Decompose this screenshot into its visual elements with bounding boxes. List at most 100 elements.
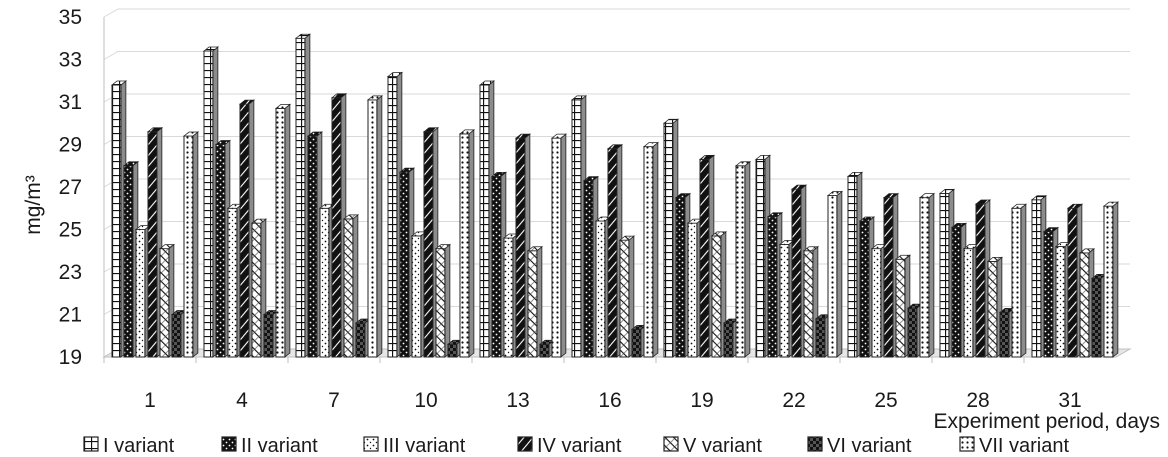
bar-top bbox=[1066, 203, 1084, 209]
bar-top bbox=[274, 103, 292, 109]
y-axis-label: mg/m³ bbox=[22, 175, 45, 235]
bar-front bbox=[367, 99, 378, 358]
bar-top bbox=[950, 222, 968, 228]
bar-top bbox=[514, 133, 532, 139]
bar-front bbox=[791, 188, 802, 358]
bar-side bbox=[468, 129, 475, 358]
bar-top bbox=[158, 244, 176, 250]
x-tick-label: 19 bbox=[690, 389, 713, 412]
bar bbox=[1010, 203, 1028, 358]
legend-swatch bbox=[959, 436, 975, 452]
legend-swatch bbox=[807, 436, 823, 452]
bar-front bbox=[883, 197, 894, 358]
bar-side bbox=[1020, 203, 1027, 358]
bar-side bbox=[744, 160, 751, 358]
bar-front bbox=[607, 148, 618, 358]
bar-top bbox=[710, 231, 728, 237]
bar-front bbox=[423, 131, 434, 358]
x-tick-label: 25 bbox=[874, 389, 897, 412]
bar-front bbox=[871, 248, 882, 358]
bar-side bbox=[284, 103, 291, 358]
bar-front bbox=[803, 250, 814, 358]
bar-front bbox=[183, 135, 194, 358]
bar bbox=[642, 141, 660, 358]
y-tick-label: 33 bbox=[59, 49, 82, 72]
legend-label: VI variant bbox=[827, 435, 912, 457]
bar-front bbox=[699, 158, 710, 358]
bar-front bbox=[515, 137, 526, 358]
bar-front bbox=[847, 175, 858, 358]
gridline bbox=[103, 8, 1130, 18]
bar-top bbox=[938, 188, 956, 194]
x-tick-label: 31 bbox=[1058, 389, 1081, 412]
bar-front bbox=[307, 135, 318, 358]
bar-front bbox=[171, 314, 182, 358]
bar-front bbox=[571, 99, 582, 358]
bar-top bbox=[766, 212, 784, 218]
bar-front bbox=[275, 107, 286, 358]
bar bbox=[274, 103, 292, 358]
bar-side bbox=[376, 95, 383, 358]
bar-front bbox=[595, 220, 606, 358]
legend-label: II variant bbox=[241, 435, 318, 457]
bar-front bbox=[675, 197, 686, 358]
bar-side bbox=[928, 192, 935, 358]
bar-top bbox=[858, 216, 876, 222]
bar-front bbox=[827, 195, 838, 358]
bar bbox=[342, 214, 360, 358]
x-tick-label: 7 bbox=[328, 389, 340, 412]
x-tick-label: 16 bbox=[598, 389, 621, 412]
x-tick-label: 10 bbox=[414, 389, 437, 412]
bar-front bbox=[551, 137, 562, 358]
bar-front bbox=[999, 311, 1010, 358]
y-tick-label: 27 bbox=[59, 176, 82, 199]
bar-top bbox=[306, 131, 324, 137]
bar bbox=[1078, 248, 1096, 358]
bar-top bbox=[182, 131, 200, 137]
legend: I variant II variant III variant IV variant… bbox=[83, 435, 1069, 457]
legend-swatch bbox=[83, 436, 99, 452]
bar-front bbox=[319, 207, 330, 358]
legend-label: V variant bbox=[683, 435, 762, 457]
bar-front bbox=[687, 222, 698, 358]
y-tick-labels: 19 21 23 25 27 29 31 33 35 bbox=[59, 6, 82, 369]
y-tick-label: 19 bbox=[59, 346, 82, 369]
bar-top bbox=[202, 46, 220, 52]
bar-front bbox=[159, 248, 170, 358]
bar-front bbox=[331, 97, 342, 358]
bar-front bbox=[263, 314, 274, 358]
bar-front bbox=[1011, 207, 1022, 358]
bar-front bbox=[1031, 199, 1042, 358]
bar-front bbox=[239, 103, 250, 358]
bar-top bbox=[526, 246, 544, 252]
legend-swatch bbox=[517, 436, 533, 452]
bar bbox=[434, 243, 452, 358]
gridline bbox=[103, 51, 1130, 60]
bar-top bbox=[1078, 248, 1096, 254]
bar-front bbox=[479, 84, 490, 358]
bar-front bbox=[527, 250, 538, 358]
bar-top bbox=[698, 154, 716, 160]
bar-top bbox=[294, 33, 312, 39]
bar-front bbox=[1043, 231, 1054, 358]
bar bbox=[734, 160, 752, 358]
bar-front bbox=[723, 322, 734, 358]
gridline bbox=[103, 93, 1130, 103]
bar-top bbox=[434, 244, 452, 250]
legend-swatch bbox=[363, 436, 379, 452]
bar-front bbox=[939, 192, 950, 358]
bar-top bbox=[398, 167, 416, 173]
bar-front bbox=[755, 158, 766, 358]
bar-top bbox=[986, 256, 1004, 262]
bar bbox=[1102, 201, 1120, 358]
legend-item: V variant bbox=[663, 435, 762, 457]
bar-top bbox=[802, 246, 820, 252]
bar-top bbox=[734, 161, 752, 167]
legend-label: III variant bbox=[383, 435, 466, 457]
bar-top bbox=[846, 171, 864, 177]
bar-front bbox=[583, 180, 594, 358]
bar-top bbox=[662, 118, 680, 124]
bar-top bbox=[618, 235, 636, 241]
bar-front bbox=[987, 260, 998, 358]
